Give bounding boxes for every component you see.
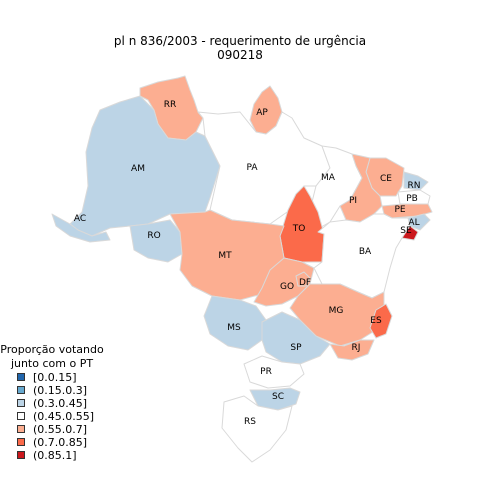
legend-title-line2: junto com o PT [0, 357, 104, 371]
state-label-mg: MG [329, 306, 344, 316]
legend-item: (0.85.1] [17, 449, 110, 462]
state-label-mt: MT [218, 251, 232, 261]
legend-swatch [17, 451, 25, 459]
legend-swatch [17, 399, 25, 407]
state-label-se: SE [400, 226, 412, 236]
state-label-es: ES [370, 316, 382, 326]
state-label-ms: MS [227, 323, 241, 333]
state-label-ma: MA [321, 173, 336, 183]
state-label-pe: PE [394, 205, 405, 215]
state-label-ce: CE [380, 174, 392, 184]
legend-items: [0.0.15] (0.15.0.3] (0.3.0.45] (0.45.0.55](… [0, 371, 110, 462]
legend-title-line1: Proporção votando [0, 343, 104, 357]
legend-swatch [17, 438, 25, 446]
legend-swatch [17, 412, 25, 420]
state-label-rj: RJ [352, 343, 361, 353]
legend: Proporção votando junto com o PT [0.0.15… [0, 343, 110, 462]
legend-label: (0.85.1] [33, 449, 77, 462]
legend-item: (0.15.0.3] [17, 384, 110, 397]
legend-label: (0.45.0.55] [33, 410, 94, 423]
legend-item: (0.7.0.85] [17, 436, 110, 449]
state-label-ac: AC [74, 214, 86, 224]
legend-label: (0.3.0.45] [33, 397, 87, 410]
state-label-ap: AP [256, 108, 268, 118]
legend-label: [0.0.15] [33, 371, 77, 384]
state-label-rs: RS [244, 417, 256, 427]
legend-item: (0.55.0.7] [17, 423, 110, 436]
legend-label: (0.15.0.3] [33, 384, 87, 397]
legend-item: (0.3.0.45] [17, 397, 110, 410]
state-label-pr: PR [260, 367, 272, 377]
state-label-sp: SP [290, 343, 302, 353]
state-label-ba: BA [359, 247, 372, 257]
state-label-go: GO [280, 282, 294, 292]
state-label-ro: RO [147, 231, 160, 241]
state-label-pa: PA [246, 163, 258, 173]
legend-item: [0.0.15] [17, 371, 110, 384]
state-label-df: DF [299, 278, 311, 288]
state-label-rn: RN [408, 181, 421, 191]
legend-label: (0.7.0.85] [33, 436, 87, 449]
state-label-to: TO [292, 224, 306, 234]
legend-title: Proporção votando junto com o PT [0, 343, 104, 371]
state-label-am: AM [131, 164, 145, 174]
legend-item: (0.45.0.55] [17, 410, 110, 423]
state-label-rr: RR [164, 100, 177, 110]
legend-label: (0.55.0.7] [33, 423, 87, 436]
state-label-pi: PI [349, 196, 357, 206]
state-label-pb: PB [406, 194, 418, 204]
state-label-sc: SC [272, 392, 284, 402]
legend-swatch [17, 425, 25, 433]
legend-swatch [17, 373, 25, 381]
legend-swatch [17, 386, 25, 394]
state-ro [130, 220, 182, 262]
